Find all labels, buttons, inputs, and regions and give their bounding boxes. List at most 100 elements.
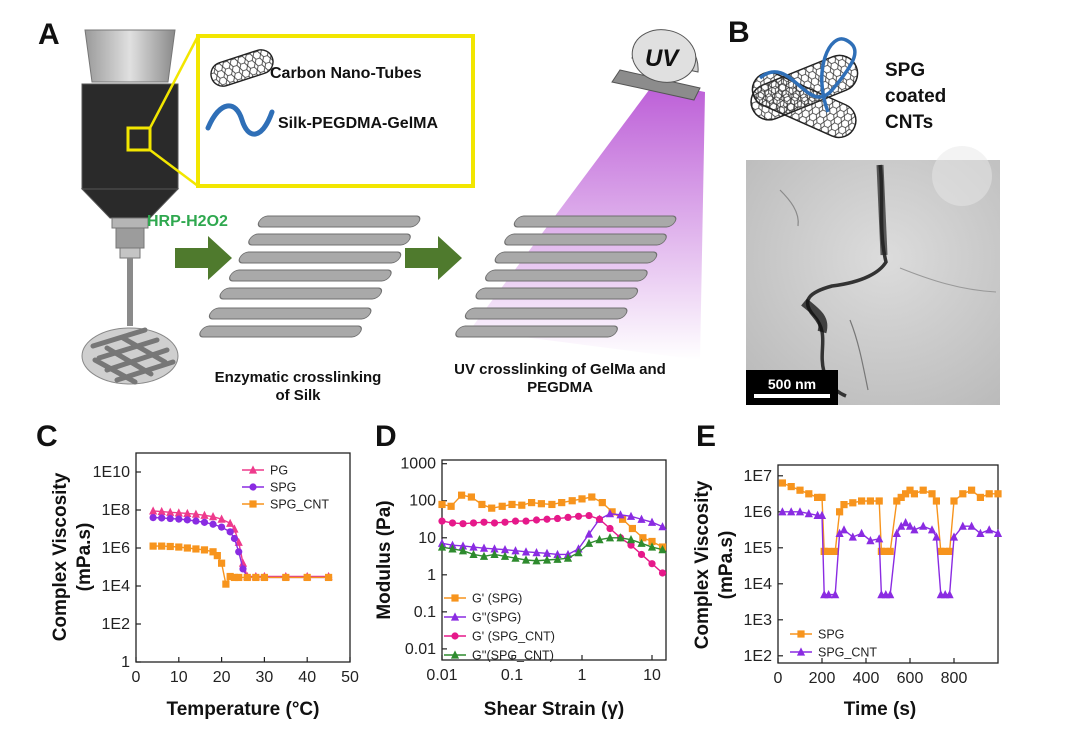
data-point-e-1 — [839, 525, 849, 534]
data-point-e-0 — [831, 547, 839, 555]
y-tick-label-c: 1E8 — [102, 502, 131, 519]
data-point-d-2 — [606, 524, 614, 533]
data-point-e-0 — [840, 501, 848, 509]
y-tick-label-c: 1E6 — [102, 540, 131, 557]
data-point-d-0 — [619, 515, 627, 523]
data-point-d-1 — [584, 529, 594, 538]
legend-label-c-0: PG — [270, 464, 288, 478]
legend-label-c-2: SPG_CNT — [270, 498, 329, 512]
data-point-d-1 — [658, 522, 667, 531]
data-point-d-2 — [490, 519, 499, 527]
data-point-c-2 — [260, 573, 268, 582]
data-point-e-0 — [818, 493, 826, 501]
data-point-d-1 — [479, 543, 489, 552]
data-point-d-0 — [467, 493, 475, 501]
data-point-d-1 — [469, 542, 478, 551]
x-axis-label-d: Shear Strain (γ) — [484, 699, 624, 720]
x-tick-label-d: 1 — [578, 667, 587, 684]
data-point-e-1 — [932, 532, 941, 541]
data-point-d-2 — [574, 512, 583, 520]
data-point-d-2 — [480, 518, 488, 526]
data-point-c-2 — [282, 573, 290, 582]
data-point-d-1 — [553, 549, 562, 559]
data-point-d-1 — [626, 511, 636, 520]
legend-marker-c-1 — [249, 483, 257, 491]
data-point-d-3 — [637, 538, 646, 547]
data-point-e-0 — [825, 547, 833, 555]
data-point-d-0 — [498, 502, 506, 510]
panel-label-a: A — [38, 18, 60, 51]
data-point-c-0 — [217, 514, 226, 523]
data-point-e-1 — [967, 521, 976, 530]
legend-marker-d-2 — [451, 632, 459, 640]
x-tick-label-d: 0.1 — [501, 667, 523, 684]
data-point-d-3 — [511, 553, 520, 562]
axis-ticks-d: 0.01 0.1 1 10 0.01 0.1 1 10 100 1000 — [400, 456, 661, 684]
data-point-d-3 — [469, 549, 478, 559]
uv-lamp-icon — [611, 29, 701, 101]
y-tick-label-d: 1000 — [400, 456, 436, 473]
data-point-c-0 — [191, 509, 201, 518]
coated-nanotube-icon — [750, 37, 859, 139]
series-e — [778, 479, 1003, 599]
legend-d: G' (SPG) G''(SPG) G' (SPG_CNT) G''(SPG_CNT) — [444, 592, 555, 663]
data-point-e-1 — [919, 521, 928, 530]
x-tick-label-e: 200 — [809, 670, 836, 687]
data-point-d-1 — [647, 517, 657, 526]
data-point-e-0 — [849, 499, 857, 507]
data-point-d-1 — [490, 544, 499, 553]
x-tick-label-c: 0 — [132, 669, 141, 686]
data-point-c-1 — [175, 515, 183, 523]
hrp-label: HRP-H2O2 — [147, 213, 228, 230]
data-point-e-0 — [866, 497, 874, 505]
y-tick-label-d: 0.01 — [405, 641, 436, 658]
data-point-c-2 — [166, 542, 174, 551]
data-point-d-1 — [637, 514, 646, 523]
data-point-c-1 — [230, 534, 239, 543]
y-axis-label-e-line1: Complex Viscosity — [692, 480, 713, 649]
series-line-d-1 — [441, 512, 663, 556]
y-tick-label-c: 1E2 — [102, 616, 131, 633]
data-point-c-1 — [200, 518, 209, 526]
data-point-e-1 — [945, 590, 954, 599]
data-point-e-0 — [814, 493, 822, 501]
data-point-e-1 — [778, 507, 787, 516]
y-tick-label-e: 1E5 — [744, 540, 773, 557]
data-point-c-2 — [222, 580, 230, 588]
scaffold-icon — [197, 215, 423, 338]
data-point-d-0 — [447, 502, 455, 510]
data-point-e-1 — [985, 525, 994, 534]
data-point-d-0 — [558, 498, 566, 507]
data-point-d-2 — [448, 519, 457, 527]
data-point-e-0 — [796, 486, 804, 494]
x-tick-label-e: 0 — [774, 670, 783, 687]
data-point-e-0 — [897, 493, 905, 501]
data-point-d-2 — [658, 569, 667, 577]
data-point-d-0 — [488, 504, 496, 512]
data-point-d-3 — [532, 556, 541, 565]
data-point-e-0 — [950, 497, 958, 505]
x-axis-label-c: Temperature (°C) — [167, 699, 320, 720]
data-point-d-3 — [647, 542, 657, 551]
x-axis-label-e: Time (s) — [844, 699, 917, 720]
spg-title-line3: CNTs — [885, 112, 933, 133]
printed-lattice-icon — [81, 327, 179, 385]
y-tick-label-c: 1 — [121, 654, 130, 671]
data-point-c-2 — [192, 545, 200, 553]
data-point-c-0 — [208, 512, 218, 521]
data-point-c-2 — [149, 542, 157, 550]
data-point-d-2 — [648, 560, 656, 568]
y-tick-label-e: 1E2 — [744, 648, 773, 665]
data-point-c-0 — [174, 508, 183, 517]
caption-uv-line2: PEGDMA — [527, 379, 593, 396]
data-point-c-1 — [158, 514, 166, 522]
x-tick-label-d: 0.01 — [426, 667, 457, 684]
data-point-d-2 — [543, 515, 551, 523]
data-point-e-1 — [993, 528, 1003, 537]
data-point-d-3 — [595, 535, 604, 544]
data-point-e-0 — [858, 497, 866, 505]
data-point-e-1 — [817, 510, 827, 519]
scale-bar-label: 500 nm — [768, 376, 816, 392]
legend-label-c-1: SPG — [270, 481, 296, 495]
data-point-e-0 — [910, 490, 918, 498]
